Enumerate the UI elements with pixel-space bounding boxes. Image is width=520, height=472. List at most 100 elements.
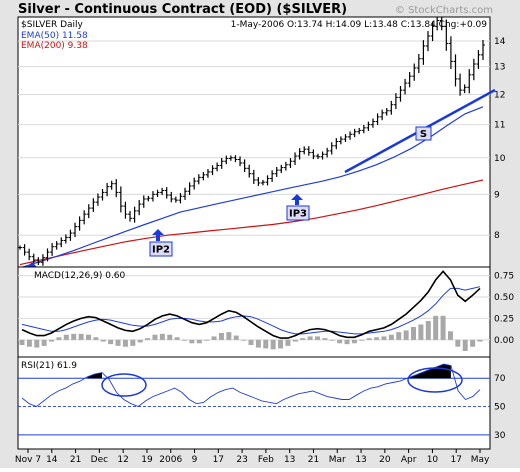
price-bar (77, 216, 82, 231)
price-bar (448, 36, 453, 70)
price-bar (481, 39, 485, 61)
price-bar (45, 248, 50, 262)
price-bar (361, 125, 366, 134)
price-bar (82, 210, 87, 225)
price-bar (467, 69, 472, 94)
macd-histogram-bar (418, 324, 424, 340)
rsi-highlight-ellipse-1 (101, 373, 147, 397)
price-bar (375, 113, 380, 126)
price-bar (118, 186, 123, 213)
macd-histogram-bar (211, 336, 217, 340)
macd-histogram-bar (93, 337, 99, 340)
macd-histogram-bar (477, 339, 483, 342)
macd-tick-label: 0.75 (494, 272, 514, 282)
macd-histogram-bar (56, 337, 62, 340)
macd-histogram-bar (189, 339, 195, 344)
x-tick-label: 12 (117, 455, 128, 465)
ema200-series (19, 179, 484, 266)
macd-histogram-bar (337, 339, 343, 344)
macd-histogram-bar (218, 333, 224, 340)
macd-histogram-bar (34, 339, 40, 348)
macd-histogram-bar (167, 334, 173, 340)
macd-histogram-bar (359, 339, 365, 341)
macd-histogram-bar (388, 334, 394, 340)
ema50-series (19, 106, 484, 269)
price-bar (219, 157, 224, 169)
x-tick-label: 14 (46, 455, 58, 465)
x-axis: Nov 7 14 21 Dec 12 19 2006 9 17 23 Feb 13 21 Mar 13 20 A… (15, 449, 490, 465)
label-ip3-box (286, 205, 310, 221)
price-tick-label: 13 (494, 63, 505, 73)
price-tick-label: 12 (494, 90, 505, 100)
price-bar (425, 31, 430, 52)
macd-tick-label: 0.25 (494, 314, 514, 324)
price-bar (141, 195, 146, 208)
macd-histogram-bar (115, 339, 121, 346)
price-bar (334, 138, 339, 150)
price-bar (63, 234, 68, 244)
macd-histogram-bar (329, 339, 335, 341)
ema50-legend: EMA(50) 11.58 (21, 31, 88, 41)
price-panel (17, 16, 491, 268)
price-bar (444, 19, 449, 51)
macd-histogram-bar (130, 339, 136, 346)
x-tick-label: 9 (192, 455, 198, 465)
label-ip3: IP3 (289, 209, 307, 220)
price-bar (407, 72, 412, 88)
macd-histogram-bar (174, 337, 180, 340)
price-bar (338, 136, 343, 145)
macd-histogram-bar (241, 339, 247, 341)
macd-tick-label: 0.50 (494, 293, 514, 303)
x-tick-label: 17 (213, 455, 224, 465)
macd-histogram-bar (19, 339, 25, 345)
macd-histogram-bar (307, 336, 313, 340)
macd-histogram-bar (447, 331, 453, 340)
x-tick-label: 17 (450, 455, 461, 465)
macd-line-series (21, 270, 481, 339)
price-bar (283, 161, 288, 171)
macd-histogram-bar (71, 333, 77, 340)
price-bar (384, 108, 389, 116)
price-bar (320, 151, 325, 160)
macd-histogram-bar (137, 339, 143, 343)
price-bar (192, 177, 197, 190)
price-bar (412, 63, 417, 81)
macd-histogram-bar (314, 336, 320, 340)
x-tick-label: 23 (236, 455, 247, 465)
x-tick-label: 21 (308, 455, 319, 465)
price-bar (302, 146, 307, 155)
price-bar (233, 155, 238, 163)
macd-histogram-bar (292, 339, 298, 342)
price-bar (187, 182, 192, 195)
price-bar (224, 155, 229, 165)
price-tick-label: 9 (494, 190, 500, 200)
rsi-tick-label: 30 (494, 431, 506, 441)
price-bar (109, 180, 114, 190)
price-bar (247, 164, 252, 178)
price-bar (123, 201, 128, 219)
price-bar (270, 170, 275, 183)
macd-histogram-bar (455, 339, 461, 347)
price-bar (430, 21, 435, 42)
macd-histogram (19, 315, 483, 351)
rsi-tick-label: 70 (494, 374, 506, 384)
macd-histogram-bar (182, 339, 188, 341)
price-bar (256, 177, 261, 186)
x-tick-label: 21 (70, 455, 81, 465)
price-bar (137, 200, 142, 216)
rsi-grid (18, 377, 490, 436)
x-tick-label: 20 (379, 455, 391, 465)
macd-histogram-bar (411, 327, 417, 340)
x-tick-label: 13 (284, 455, 295, 465)
price-bar (27, 248, 32, 261)
macd-histogram-bar (270, 339, 276, 350)
symbol-label: $SILVER Daily (21, 20, 84, 30)
price-bar (155, 189, 160, 198)
macd-histogram-bar (26, 339, 32, 347)
macd-histogram-bar (351, 339, 357, 344)
price-bar (205, 168, 210, 178)
price-bar (40, 254, 45, 266)
rsi-axis: 30 50 70 (494, 374, 506, 441)
price-bar-series (18, 16, 485, 266)
